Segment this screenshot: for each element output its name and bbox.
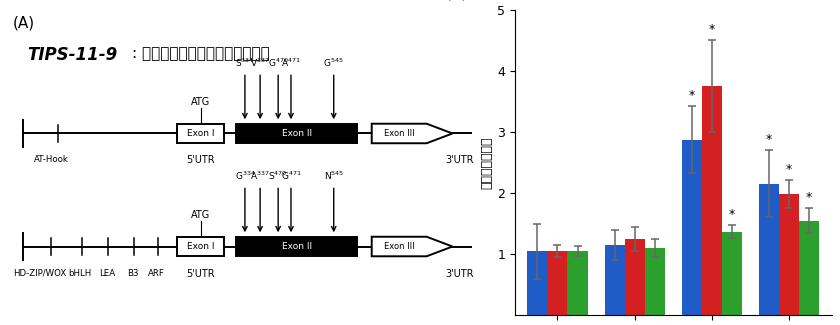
Text: G$^{471}$: G$^{471}$ bbox=[281, 170, 302, 182]
Text: *: * bbox=[806, 191, 812, 204]
Text: *: * bbox=[786, 163, 792, 176]
Text: Exon II: Exon II bbox=[282, 242, 312, 251]
Bar bbox=[799, 221, 819, 315]
Bar bbox=[759, 184, 779, 315]
Bar bbox=[702, 86, 722, 315]
Text: Exon III: Exon III bbox=[384, 129, 414, 138]
Polygon shape bbox=[372, 124, 453, 143]
Text: *: * bbox=[729, 208, 735, 221]
Text: (A): (A) bbox=[13, 16, 35, 31]
Polygon shape bbox=[372, 237, 453, 256]
Bar bbox=[625, 239, 645, 315]
Text: A$^{471}$: A$^{471}$ bbox=[281, 57, 301, 69]
Bar bbox=[177, 124, 224, 143]
Bar bbox=[779, 194, 799, 315]
Bar bbox=[236, 237, 358, 256]
Text: G$^{334}$: G$^{334}$ bbox=[234, 170, 255, 182]
Text: AT-Hook: AT-Hook bbox=[34, 155, 69, 164]
Text: *: * bbox=[709, 23, 715, 36]
Text: ATG: ATG bbox=[192, 210, 210, 220]
Text: G$^{545}$: G$^{545}$ bbox=[323, 57, 344, 69]
Text: bHLH: bHLH bbox=[68, 268, 92, 278]
Text: LEA: LEA bbox=[99, 268, 115, 278]
Text: Exon I: Exon I bbox=[187, 242, 214, 251]
Text: *: * bbox=[689, 89, 695, 102]
Bar bbox=[236, 124, 358, 143]
Bar bbox=[177, 237, 224, 256]
Text: N$^{545}$: N$^{545}$ bbox=[323, 170, 344, 182]
Text: Exon II: Exon II bbox=[282, 129, 312, 138]
Text: Exon III: Exon III bbox=[384, 242, 414, 251]
Text: A$^{337}$: A$^{337}$ bbox=[250, 170, 270, 182]
Y-axis label: 発現量の相対値: 発現量の相対値 bbox=[480, 136, 493, 189]
Text: : グリコシル加水分解酵素遠伝子: : グリコシル加水分解酵素遠伝子 bbox=[132, 46, 270, 61]
Bar bbox=[645, 248, 664, 315]
Bar bbox=[722, 231, 742, 315]
Text: ATG: ATG bbox=[192, 97, 210, 107]
Text: Exon I: Exon I bbox=[187, 129, 214, 138]
Text: TIPS-11-9: TIPS-11-9 bbox=[28, 46, 118, 64]
Text: HD-ZIP/WOX: HD-ZIP/WOX bbox=[13, 268, 66, 278]
Bar bbox=[548, 251, 568, 315]
Text: (B): (B) bbox=[445, 0, 468, 1]
Text: V$^{337}$: V$^{337}$ bbox=[250, 57, 270, 69]
Text: G$^{470}$: G$^{470}$ bbox=[268, 57, 288, 69]
Text: S$^{334}$: S$^{334}$ bbox=[235, 57, 255, 69]
Text: *: * bbox=[766, 133, 772, 146]
Text: ARF: ARF bbox=[148, 268, 165, 278]
Text: S$^{470}$: S$^{470}$ bbox=[269, 170, 288, 182]
Text: 3'UTR: 3'UTR bbox=[445, 155, 474, 165]
Bar bbox=[605, 245, 625, 315]
Text: 5'UTR: 5'UTR bbox=[186, 155, 215, 165]
Text: 3'UTR: 3'UTR bbox=[445, 268, 474, 279]
Text: B3: B3 bbox=[127, 268, 139, 278]
Text: 5'UTR: 5'UTR bbox=[186, 268, 215, 279]
Bar bbox=[528, 251, 548, 315]
Bar bbox=[568, 251, 587, 315]
Bar bbox=[682, 140, 702, 315]
